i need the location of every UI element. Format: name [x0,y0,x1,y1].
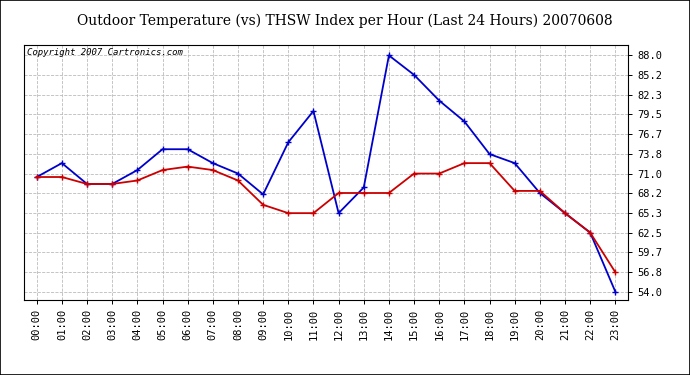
Text: Copyright 2007 Cartronics.com: Copyright 2007 Cartronics.com [27,48,183,57]
Text: Outdoor Temperature (vs) THSW Index per Hour (Last 24 Hours) 20070608: Outdoor Temperature (vs) THSW Index per … [77,13,613,27]
